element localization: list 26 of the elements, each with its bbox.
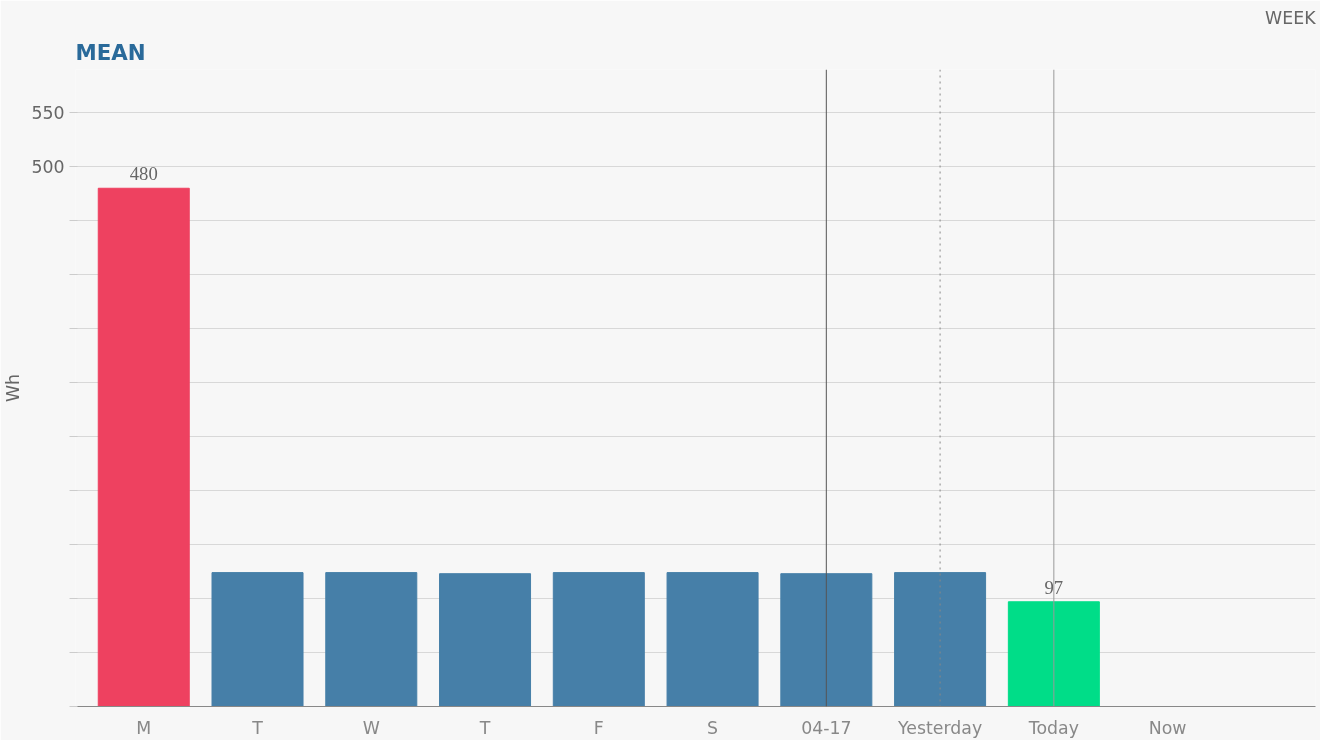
x-tick-label: F bbox=[593, 717, 604, 738]
bar bbox=[439, 573, 532, 707]
x-tick-label: Now bbox=[1148, 717, 1187, 738]
bar bbox=[325, 572, 418, 707]
bar bbox=[780, 573, 873, 707]
y-tick-label: 500 bbox=[31, 157, 65, 178]
x-tick-label: T bbox=[251, 717, 264, 738]
x-tick-label: M bbox=[136, 717, 152, 738]
bar bbox=[97, 187, 190, 707]
y-axis-title: Wh bbox=[3, 373, 24, 403]
text: WEEK bbox=[1265, 7, 1317, 28]
bar bbox=[666, 572, 759, 707]
x-tick-label: W bbox=[362, 717, 380, 738]
bar bbox=[552, 572, 645, 707]
x-tick-label: Today bbox=[1027, 717, 1079, 738]
bar bbox=[1007, 601, 1100, 707]
data-label: 480 bbox=[129, 163, 158, 185]
data-label: 97 bbox=[1044, 576, 1064, 598]
y-tick-label: 550 bbox=[31, 103, 65, 124]
x-tick-label: S bbox=[707, 717, 719, 738]
x-tick-label: Yesterday bbox=[897, 717, 983, 738]
bar bbox=[894, 572, 987, 707]
x-tick-label: T bbox=[478, 717, 491, 738]
bar bbox=[211, 572, 304, 707]
x-tick-label: 04-17 bbox=[801, 717, 852, 738]
chart-title: MEAN bbox=[75, 39, 146, 65]
